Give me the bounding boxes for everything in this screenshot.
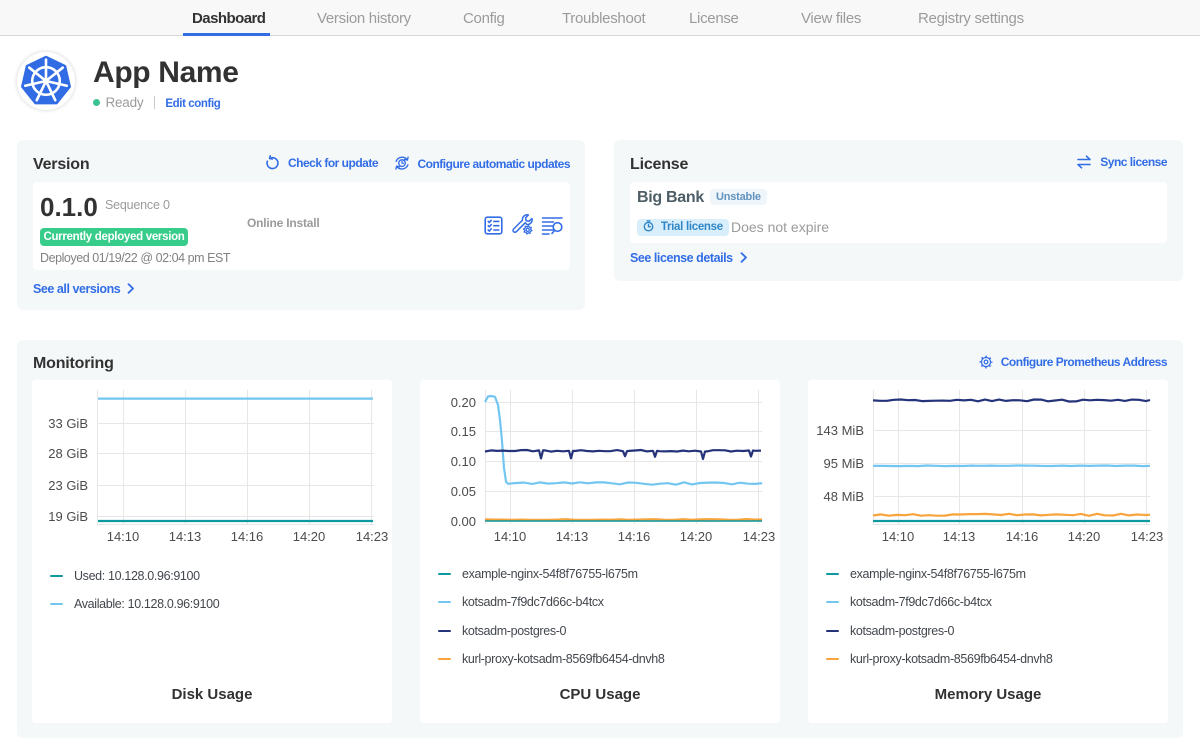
svg-text:14:23: 14:23: [356, 529, 389, 544]
svg-text:14:23: 14:23: [1131, 529, 1164, 544]
svg-text:0.15: 0.15: [451, 424, 476, 439]
svg-text:0.10: 0.10: [451, 454, 476, 469]
svg-text:0.05: 0.05: [451, 484, 476, 499]
svg-text:14:16: 14:16: [1006, 529, 1039, 544]
svg-text:14:10: 14:10: [107, 529, 140, 544]
svg-text:0.00: 0.00: [451, 514, 476, 529]
svg-text:143 MiB: 143 MiB: [816, 423, 864, 438]
svg-text:14:20: 14:20: [680, 529, 713, 544]
svg-text:95 MiB: 95 MiB: [824, 456, 864, 471]
svg-text:48 MiB: 48 MiB: [824, 489, 864, 504]
svg-text:19 GiB: 19 GiB: [48, 509, 88, 524]
svg-text:33 GiB: 33 GiB: [48, 416, 88, 431]
svg-text:28 GiB: 28 GiB: [48, 446, 88, 461]
svg-text:14:20: 14:20: [293, 529, 326, 544]
svg-text:14:13: 14:13: [169, 529, 202, 544]
svg-text:23 GiB: 23 GiB: [48, 478, 88, 493]
svg-text:14:10: 14:10: [494, 529, 527, 544]
svg-text:14:13: 14:13: [556, 529, 589, 544]
svg-text:14:10: 14:10: [882, 529, 915, 544]
svg-text:14:23: 14:23: [743, 529, 776, 544]
svg-text:14:20: 14:20: [1068, 529, 1101, 544]
svg-text:0.20: 0.20: [451, 395, 476, 410]
svg-text:14:16: 14:16: [618, 529, 651, 544]
svg-text:14:13: 14:13: [943, 529, 976, 544]
svg-text:14:16: 14:16: [231, 529, 264, 544]
